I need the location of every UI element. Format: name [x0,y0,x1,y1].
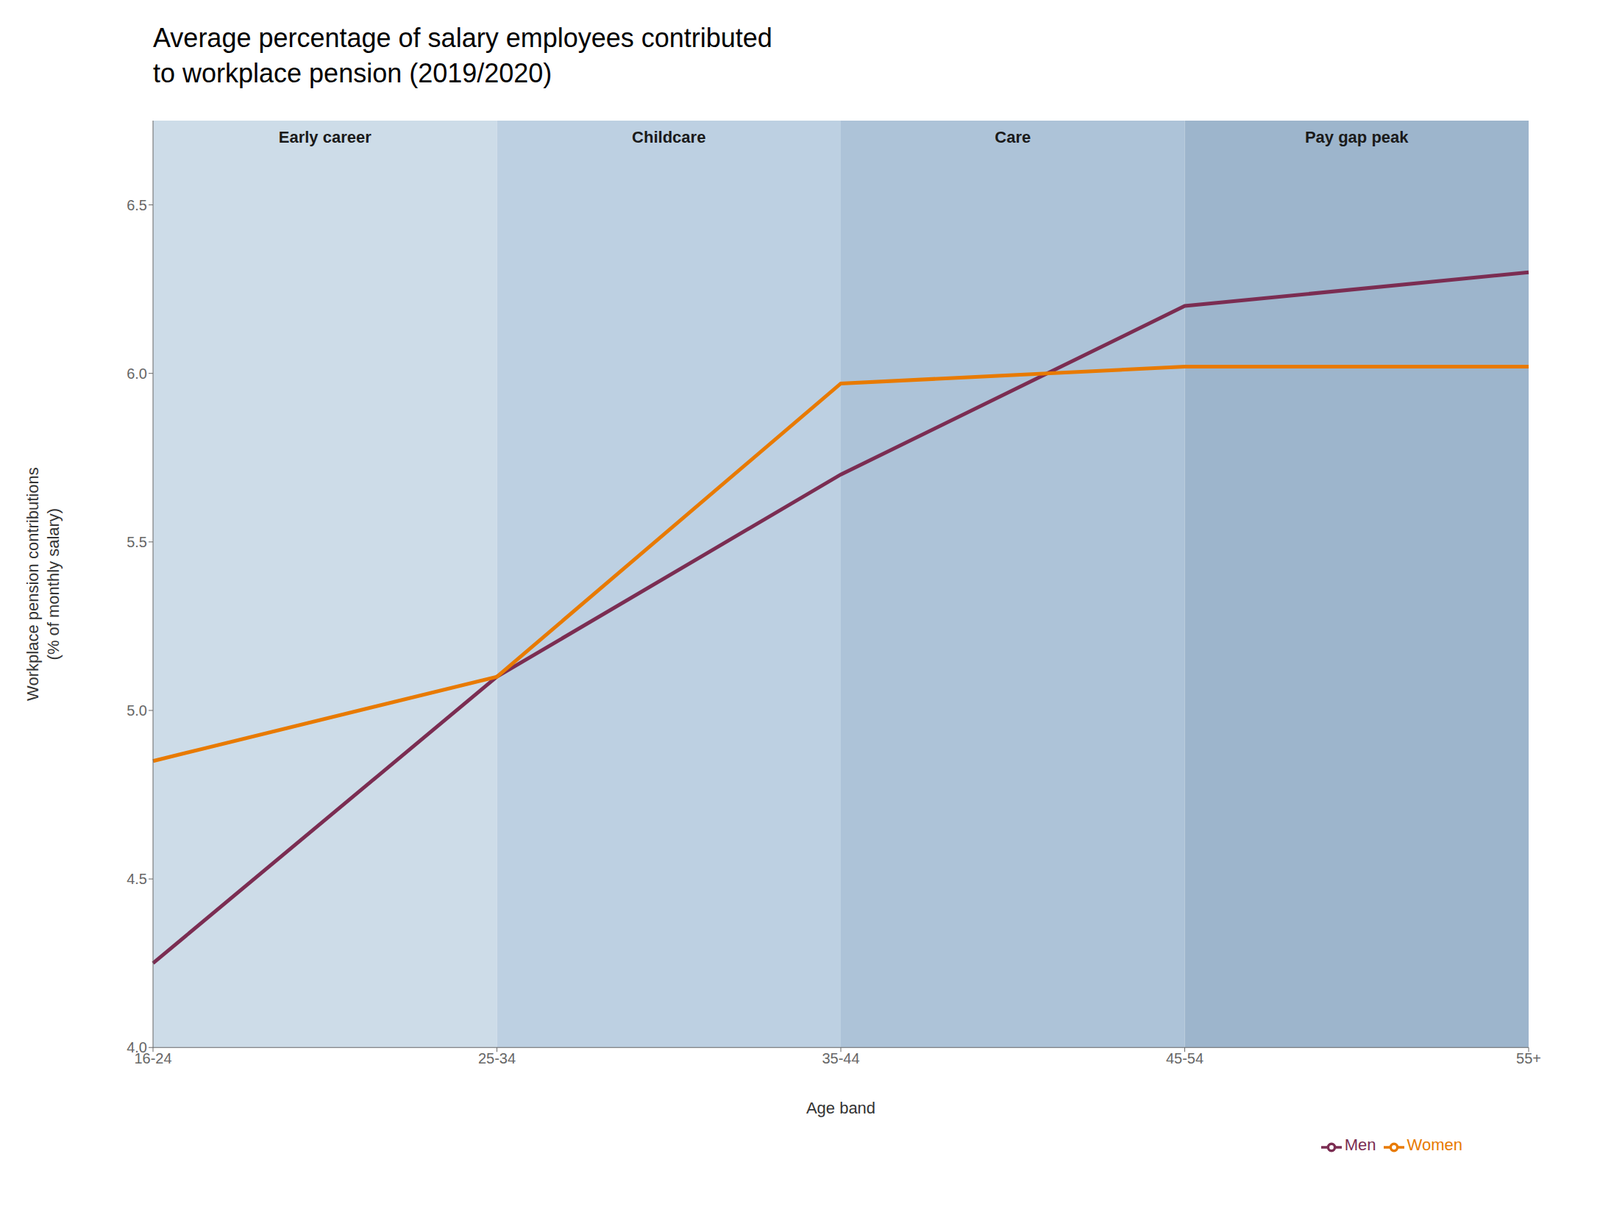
svg-text:5.5: 5.5 [126,534,148,551]
svg-text:6.5: 6.5 [126,197,148,214]
svg-text:16-24: 16-24 [134,1050,172,1067]
svg-text:4.5: 4.5 [126,870,148,888]
svg-text:Care: Care [994,128,1031,147]
svg-text:5.0: 5.0 [126,702,148,719]
svg-text:55+: 55+ [1516,1050,1542,1067]
svg-text:4.0: 4.0 [126,1039,148,1056]
html-text:Average percentage of salary e: Average percentage of salary employees c… [153,22,773,89]
svg-text:Pay gap peak: Pay gap peak [1305,128,1409,147]
svg-text:45-54: 45-54 [1165,1050,1204,1067]
html-text:Men: Men [1344,1135,1377,1155]
svg-text:6.0: 6.0 [126,365,148,382]
svg-text:35-44: 35-44 [821,1050,860,1067]
svg-text:Childcare: Childcare [631,128,706,147]
svg-text:Early career: Early career [278,128,372,147]
svg-text:Workplace pension contribution: Workplace pension contributions(% of mon… [23,467,63,702]
html-text:Women: Women [1406,1135,1463,1155]
svg-text:25-34: 25-34 [478,1050,516,1067]
svg-text:Age band: Age band [806,1099,876,1118]
